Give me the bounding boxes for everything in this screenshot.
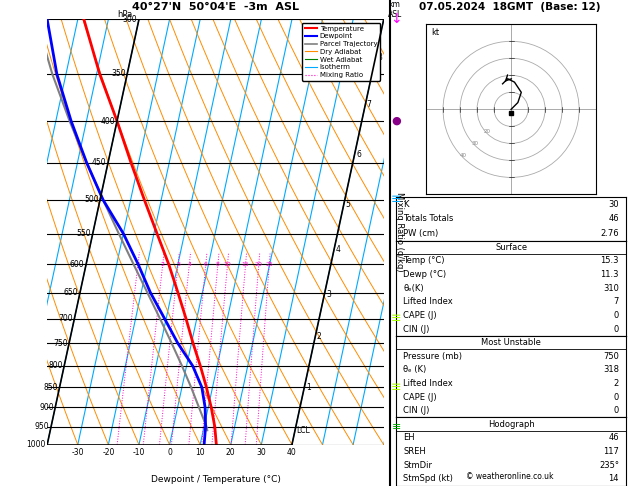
Text: 25: 25 (265, 262, 273, 267)
Text: PW (cm): PW (cm) (403, 229, 438, 238)
Text: 900: 900 (39, 403, 53, 412)
Text: LCL: LCL (296, 426, 310, 435)
Text: 11.3: 11.3 (601, 270, 619, 279)
Text: CIN (J): CIN (J) (403, 406, 430, 415)
Text: Pressure (mb): Pressure (mb) (403, 352, 462, 361)
Text: 310: 310 (603, 284, 619, 293)
Text: 0: 0 (614, 393, 619, 401)
Text: 0: 0 (614, 325, 619, 333)
Text: θₑ(K): θₑ(K) (403, 284, 424, 293)
Text: 30: 30 (257, 448, 266, 457)
Text: ●: ● (391, 116, 401, 126)
Text: 800: 800 (48, 362, 63, 370)
Text: 30: 30 (608, 200, 619, 208)
Text: 500: 500 (84, 195, 99, 205)
Text: km
ASL: km ASL (388, 0, 403, 19)
Text: 2: 2 (317, 332, 321, 341)
Text: 15: 15 (242, 262, 250, 267)
Text: 7: 7 (367, 100, 372, 109)
Text: 2: 2 (161, 262, 165, 267)
Text: EH: EH (403, 434, 415, 442)
Text: 8: 8 (377, 53, 382, 62)
Text: 950: 950 (35, 422, 50, 431)
Text: 750: 750 (53, 339, 67, 347)
Text: 550: 550 (77, 229, 91, 238)
Text: Surface: Surface (495, 243, 527, 252)
Text: Hodograph: Hodograph (487, 420, 535, 429)
Text: StmSpd (kt): StmSpd (kt) (403, 474, 453, 483)
Text: 0: 0 (614, 406, 619, 415)
Text: 6: 6 (356, 150, 361, 159)
Text: 10: 10 (224, 262, 231, 267)
Text: 1000: 1000 (26, 440, 46, 449)
Text: 20: 20 (255, 262, 263, 267)
Text: -20: -20 (102, 448, 114, 457)
Text: 235°: 235° (599, 461, 619, 469)
Text: K: K (403, 200, 409, 208)
Text: 3: 3 (326, 290, 331, 299)
Text: 2: 2 (614, 379, 619, 388)
Text: © weatheronline.co.uk: © weatheronline.co.uk (465, 472, 554, 481)
Text: Lifted Index: Lifted Index (403, 297, 453, 306)
Text: 650: 650 (64, 288, 79, 297)
Text: CAPE (J): CAPE (J) (403, 393, 437, 401)
Text: StmDir: StmDir (403, 461, 432, 469)
Text: 10: 10 (196, 448, 205, 457)
Text: 40: 40 (460, 153, 467, 158)
Text: 14: 14 (608, 474, 619, 483)
Text: 1: 1 (306, 383, 311, 392)
Text: Dewpoint / Temperature (°C): Dewpoint / Temperature (°C) (150, 474, 281, 484)
Text: 3: 3 (176, 262, 180, 267)
Text: 8: 8 (216, 262, 220, 267)
Text: 750: 750 (603, 352, 619, 361)
Text: ≡: ≡ (392, 421, 401, 432)
Text: 450: 450 (92, 158, 106, 167)
Text: Temp (°C): Temp (°C) (403, 257, 445, 265)
Text: hPa: hPa (118, 10, 133, 19)
Text: ≡: ≡ (391, 381, 401, 394)
Text: 700: 700 (58, 314, 73, 323)
Text: kt: kt (431, 28, 439, 36)
Text: 07.05.2024  18GMT  (Base: 12): 07.05.2024 18GMT (Base: 12) (419, 2, 600, 13)
Text: CIN (J): CIN (J) (403, 325, 430, 333)
Text: 850: 850 (43, 383, 58, 392)
Text: 20: 20 (226, 448, 235, 457)
Text: 300: 300 (123, 15, 137, 24)
Text: Lifted Index: Lifted Index (403, 379, 453, 388)
Text: 350: 350 (111, 69, 126, 78)
Text: Dewp (°C): Dewp (°C) (403, 270, 447, 279)
Legend: Temperature, Dewpoint, Parcel Trajectory, Dry Adiabat, Wet Adiabat, Isotherm, Mi: Temperature, Dewpoint, Parcel Trajectory… (302, 23, 381, 81)
Text: 1: 1 (136, 262, 140, 267)
Text: CAPE (J): CAPE (J) (403, 311, 437, 320)
Text: 20: 20 (484, 129, 491, 134)
Text: 0: 0 (167, 448, 172, 457)
Text: 46: 46 (608, 214, 619, 223)
Text: 5: 5 (345, 200, 350, 208)
Text: 4: 4 (335, 245, 340, 254)
Text: ≡: ≡ (391, 193, 401, 207)
Text: -30: -30 (72, 448, 84, 457)
Text: 40°27'N  50°04'E  -3m  ASL: 40°27'N 50°04'E -3m ASL (132, 2, 299, 13)
Text: Most Unstable: Most Unstable (481, 338, 541, 347)
Text: 2.76: 2.76 (600, 229, 619, 238)
Text: 46: 46 (608, 434, 619, 442)
Text: SREH: SREH (403, 447, 426, 456)
Text: 400: 400 (101, 117, 116, 125)
Text: 7: 7 (614, 297, 619, 306)
Text: 117: 117 (603, 447, 619, 456)
Text: 30: 30 (472, 141, 479, 146)
Text: -10: -10 (133, 448, 145, 457)
Text: 4: 4 (187, 262, 191, 267)
Text: 318: 318 (603, 365, 619, 374)
Text: 0: 0 (614, 311, 619, 320)
Text: 600: 600 (70, 260, 84, 269)
Text: 15.3: 15.3 (601, 257, 619, 265)
Text: 6: 6 (204, 262, 208, 267)
Text: Mixing Ratio (g/kg): Mixing Ratio (g/kg) (395, 192, 404, 272)
Text: 40: 40 (287, 448, 297, 457)
Text: Totals Totals: Totals Totals (403, 214, 454, 223)
Text: θₑ (K): θₑ (K) (403, 365, 426, 374)
Text: ≡: ≡ (391, 312, 401, 325)
Text: ↓: ↓ (391, 13, 402, 26)
